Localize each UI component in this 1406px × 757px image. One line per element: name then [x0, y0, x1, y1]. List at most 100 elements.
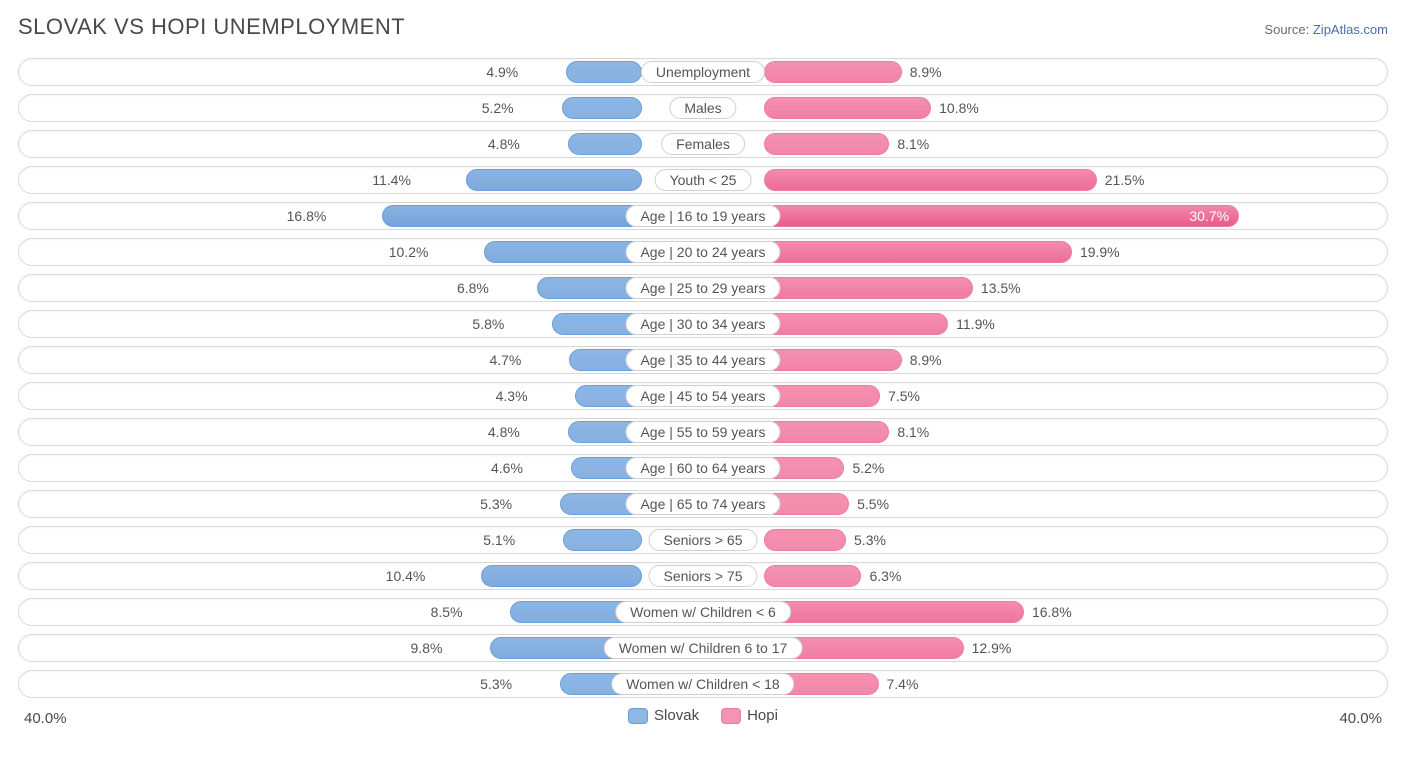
left-value: 4.7%: [489, 349, 529, 371]
category-label: Age | 45 to 54 years: [625, 385, 780, 407]
left-value: 16.8%: [287, 205, 335, 227]
right-bar: [764, 313, 948, 335]
right-half: 6.3%: [764, 565, 1383, 587]
right-half: 8.1%: [764, 421, 1383, 443]
chart-row: 16.8% 30.7% Age | 16 to 19 years: [18, 202, 1388, 230]
right-value: 30.7%: [1189, 205, 1239, 227]
legend-label-left: Slovak: [654, 707, 699, 724]
right-bar: [764, 529, 846, 551]
source-label: Source:: [1264, 22, 1309, 37]
left-bar: [481, 565, 642, 587]
right-half: 30.7%: [764, 205, 1383, 227]
category-label: Seniors > 65: [649, 529, 758, 551]
category-label: Women w/ Children < 18: [611, 673, 794, 695]
category-label: Males: [669, 97, 736, 119]
right-bar: [764, 565, 861, 587]
source-link[interactable]: ZipAtlas.com: [1313, 22, 1388, 37]
right-half: 19.9%: [764, 241, 1383, 263]
left-value: 4.3%: [496, 385, 536, 407]
left-half: 4.6%: [23, 457, 642, 479]
category-label: Age | 35 to 44 years: [625, 349, 780, 371]
right-half: 7.5%: [764, 385, 1383, 407]
category-label: Youth < 25: [655, 169, 752, 191]
left-value: 11.4%: [372, 169, 419, 191]
right-half: 8.9%: [764, 61, 1383, 83]
right-value: 11.9%: [948, 313, 995, 335]
left-half: 8.5%: [23, 601, 642, 623]
left-value: 9.8%: [411, 637, 451, 659]
category-label: Seniors > 75: [649, 565, 758, 587]
left-half: 6.8%: [23, 277, 642, 299]
right-bar: [764, 205, 1239, 227]
left-half: 5.3%: [23, 493, 642, 515]
left-half: 4.8%: [23, 421, 642, 443]
right-value: 7.5%: [880, 385, 920, 407]
chart-row: 4.6%5.2%Age | 60 to 64 years: [18, 454, 1388, 482]
right-half: 10.8%: [764, 97, 1383, 119]
left-value: 8.5%: [431, 601, 471, 623]
right-value: 5.2%: [844, 457, 884, 479]
right-bar: [764, 97, 931, 119]
chart-row: 10.4% 6.3% Seniors > 75: [18, 562, 1388, 590]
chart-row: 11.4% 21.5% Youth < 25: [18, 166, 1388, 194]
right-half: 21.5%: [764, 169, 1383, 191]
right-value: 7.4%: [879, 673, 919, 695]
chart-row: 4.9%8.9%Unemployment: [18, 58, 1388, 86]
left-half: 10.4%: [23, 565, 642, 587]
right-value: 10.8%: [931, 97, 979, 119]
right-value: 12.9%: [964, 637, 1012, 659]
right-half: 8.9%: [764, 349, 1383, 371]
right-value: 8.9%: [902, 61, 942, 83]
legend-item-left: Slovak: [628, 707, 699, 724]
header: Slovak vs Hopi Unemployment Source: ZipA…: [18, 14, 1388, 40]
axis-left-max: 40.0%: [24, 710, 67, 727]
right-half: 13.5%: [764, 277, 1383, 299]
left-bar: [568, 133, 642, 155]
right-bar: [764, 241, 1072, 263]
right-bar: [764, 133, 889, 155]
left-value: 4.6%: [491, 457, 531, 479]
left-half: 9.8%: [23, 637, 642, 659]
right-bar: [764, 601, 1024, 623]
right-value: 19.9%: [1072, 241, 1120, 263]
category-label: Age | 25 to 29 years: [625, 277, 780, 299]
page-title: Slovak vs Hopi Unemployment: [18, 14, 405, 40]
right-value: 5.3%: [846, 529, 886, 551]
right-bar: [764, 385, 880, 407]
left-half: 4.7%: [23, 349, 642, 371]
left-value: 10.2%: [389, 241, 437, 263]
right-bar: [764, 349, 902, 371]
right-bar: [764, 277, 973, 299]
left-half: 5.8%: [23, 313, 642, 335]
left-bar: [563, 529, 642, 551]
left-value: 4.8%: [488, 133, 528, 155]
legend-label-right: Hopi: [747, 707, 778, 724]
left-bar: [484, 241, 642, 263]
right-value: 8.1%: [889, 133, 929, 155]
chart-row: 9.8%12.9%Women w/ Children 6 to 17: [18, 634, 1388, 662]
left-bar: [566, 61, 642, 83]
category-label: Women w/ Children < 6: [615, 601, 791, 623]
left-half: 5.1%: [23, 529, 642, 551]
left-half: 11.4%: [23, 169, 642, 191]
chart-row: 6.8% 13.5%Age | 25 to 29 years: [18, 274, 1388, 302]
legend-swatch-right: [721, 708, 741, 724]
left-half: 5.3%: [23, 673, 642, 695]
right-bar: [764, 421, 889, 443]
chart-row: 4.7% 8.9% Age | 35 to 44 years: [18, 346, 1388, 374]
category-label: Females: [661, 133, 745, 155]
axis-right-max: 40.0%: [1339, 710, 1382, 727]
right-half: 5.3%: [764, 529, 1383, 551]
left-value: 5.2%: [482, 97, 522, 119]
legend-swatch-left: [628, 708, 648, 724]
right-value: 8.1%: [889, 421, 929, 443]
right-value: 16.8%: [1024, 601, 1072, 623]
category-label: Age | 16 to 19 years: [625, 205, 780, 227]
chart-row: 4.3% 7.5% Age | 45 to 54 years: [18, 382, 1388, 410]
legend-item-right: Hopi: [721, 707, 778, 724]
right-value: 8.9%: [902, 349, 942, 371]
chart-row: 4.8%8.1%Age | 55 to 59 years: [18, 418, 1388, 446]
left-bar: [562, 97, 642, 119]
right-bar: [764, 61, 902, 83]
left-value: 6.8%: [457, 277, 497, 299]
